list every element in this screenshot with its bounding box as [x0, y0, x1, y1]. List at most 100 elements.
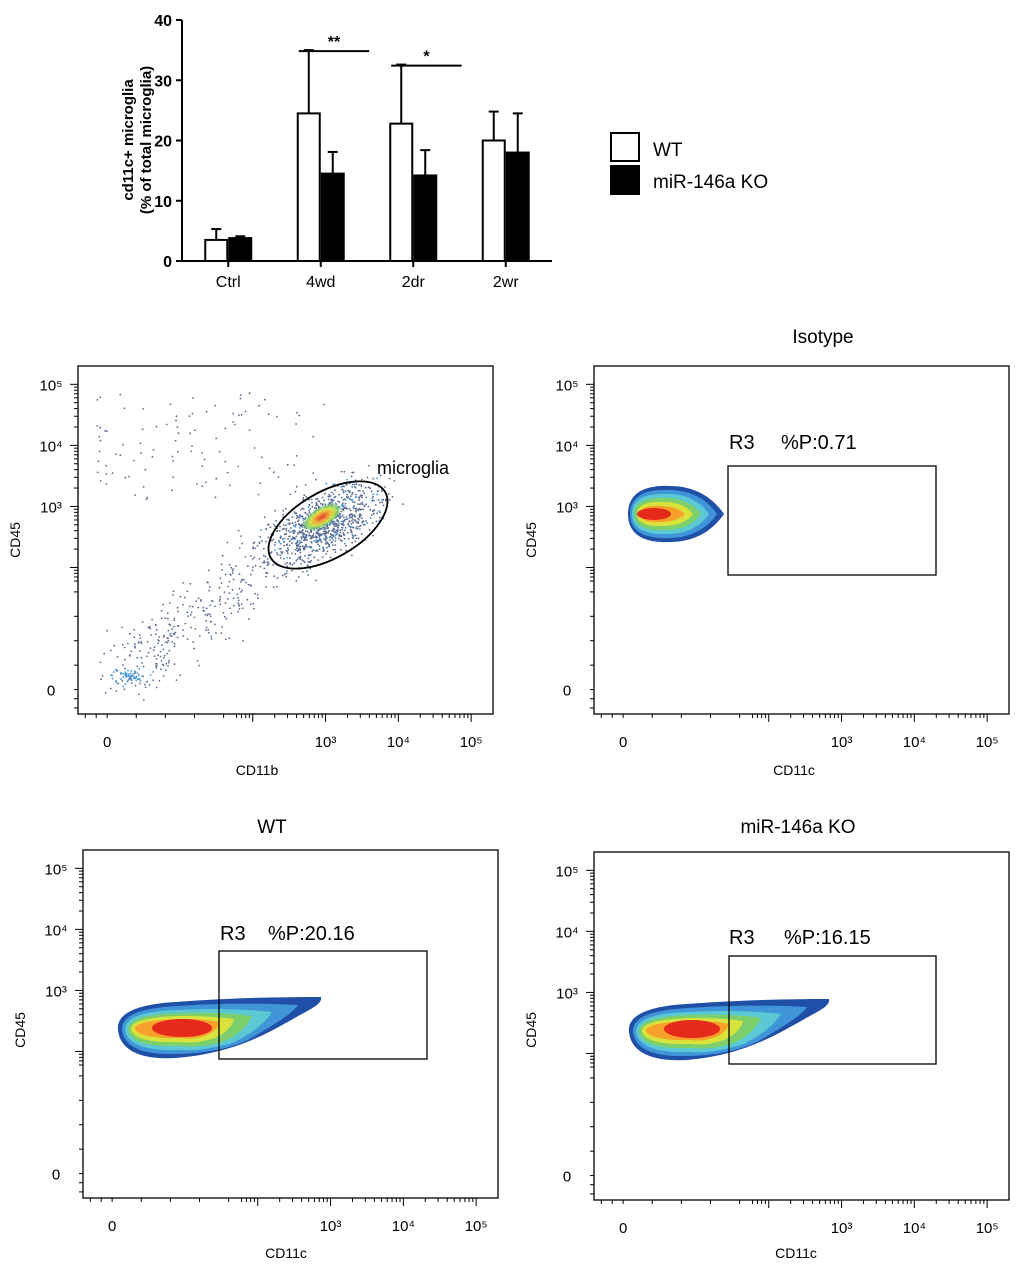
event-dot	[348, 508, 351, 510]
event-dot	[359, 528, 361, 531]
event-dot	[336, 523, 339, 526]
event-dot	[249, 555, 252, 557]
event-dot	[331, 537, 333, 540]
microglia-gate	[267, 480, 389, 570]
event-dot	[308, 560, 310, 563]
event-dot	[343, 537, 346, 540]
event-dot	[334, 489, 336, 492]
event-dot	[351, 554, 353, 557]
plot-frame	[593, 851, 1010, 1201]
event-dot	[326, 546, 328, 549]
event-dot	[352, 514, 354, 517]
event-dot	[259, 565, 262, 568]
event-dot	[256, 593, 259, 596]
event-dot	[361, 494, 363, 497]
event-dot	[275, 520, 277, 522]
event-dot	[342, 532, 345, 534]
event-dot	[298, 414, 301, 417]
event-dot	[348, 520, 351, 523]
event-dot	[316, 497, 319, 500]
event-dot	[134, 643, 136, 645]
event-dot	[245, 581, 247, 584]
axis-ticks: 0 0 10³ 10³ 10⁴ 10⁴ 10⁵ 10⁵	[44, 861, 487, 1235]
event-dot	[329, 501, 331, 504]
event-dot	[351, 518, 354, 520]
event-dot	[121, 643, 124, 646]
y-tick-label: 0	[52, 1167, 60, 1184]
event-dot	[345, 544, 347, 547]
event-dot	[346, 531, 349, 534]
event-dot	[253, 556, 256, 559]
event-dot	[283, 544, 286, 547]
event-dot	[254, 547, 256, 550]
event-dot	[323, 499, 326, 502]
event-dot	[312, 435, 315, 438]
event-dot	[288, 540, 291, 543]
event-dot	[169, 624, 172, 626]
event-dot	[293, 511, 296, 513]
x-tick-label: 10³	[831, 734, 853, 751]
event-dot	[349, 509, 352, 512]
event-dot	[351, 471, 354, 474]
event-dot	[145, 498, 148, 501]
event-dot	[160, 617, 163, 620]
event-dot	[353, 514, 356, 517]
event-dot	[365, 496, 368, 499]
event-dot	[317, 534, 320, 537]
y-tick-label: 10³	[556, 985, 578, 1002]
event-dot	[303, 539, 306, 542]
event-dot	[311, 505, 314, 508]
event-dot	[124, 671, 127, 674]
event-dot	[305, 496, 307, 498]
event-dot	[237, 529, 240, 532]
event-dot	[311, 501, 313, 504]
event-dot	[129, 676, 131, 679]
event-dot	[315, 539, 317, 542]
event-dot	[133, 628, 136, 631]
event-dot	[237, 599, 240, 602]
bar-chart-bars: ***	[204, 34, 530, 263]
panel-ko: miR-146a KO R3 %P:16.15 0 0 10³ 10³ 10⁴ 10⁴ 10…	[523, 817, 1010, 1261]
event-dot	[282, 557, 285, 560]
event-dot	[351, 541, 354, 544]
event-dot	[348, 491, 351, 494]
event-dot	[243, 578, 245, 581]
event-dot	[358, 499, 360, 502]
event-dot	[136, 665, 139, 668]
event-dot	[99, 396, 102, 399]
event-dot	[224, 573, 227, 576]
event-dot	[186, 590, 189, 593]
event-dot	[232, 568, 235, 570]
event-dot	[335, 525, 338, 527]
event-dot	[155, 658, 158, 660]
event-dot	[274, 509, 277, 512]
event-dot	[190, 611, 193, 614]
event-dot	[105, 483, 108, 485]
event-dot	[173, 617, 176, 620]
event-dot	[321, 503, 324, 505]
event-dot	[119, 393, 122, 396]
bar-chart-ylabel-line-2: (% of total microglia)	[138, 66, 155, 214]
event-dot	[256, 597, 259, 600]
bar-ko	[505, 151, 530, 262]
y-tick-label: 10⁵	[40, 377, 63, 394]
event-dot	[330, 498, 333, 501]
event-dot	[111, 677, 114, 680]
event-dot	[267, 536, 270, 539]
event-dot	[295, 524, 297, 526]
event-dot	[316, 536, 319, 539]
event-dot	[146, 496, 149, 499]
event-dot	[191, 397, 194, 399]
event-dot	[372, 534, 375, 537]
event-dot	[325, 530, 327, 533]
event-dot	[237, 602, 240, 605]
event-dot	[306, 565, 309, 567]
event-dot	[231, 589, 234, 591]
bar-chart-legend: WT miR-146a KO	[610, 132, 768, 195]
event-dot	[343, 534, 346, 536]
x-tick-label: 0	[103, 734, 111, 751]
event-dot	[330, 541, 333, 544]
event-dot	[310, 498, 313, 501]
event-dot	[299, 549, 302, 552]
event-dot	[197, 597, 200, 600]
